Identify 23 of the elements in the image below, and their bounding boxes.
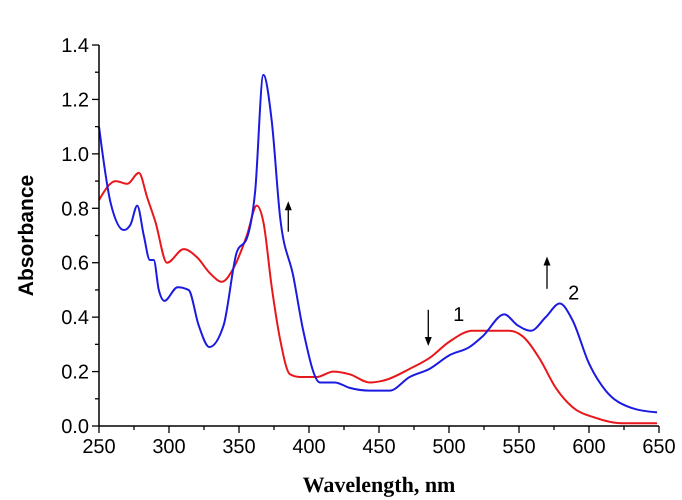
y-tick-label: 0.0	[61, 416, 89, 438]
y-tick-label: 1.0	[61, 144, 89, 166]
x-tick-label: 250	[82, 436, 116, 458]
x-tick-label: 650	[642, 436, 676, 458]
y-tick-label: 0.2	[61, 362, 89, 384]
y-tick-label: 0.6	[61, 252, 89, 275]
y-tick-label: 1.4	[61, 35, 89, 57]
x-tick-label: 550	[502, 436, 536, 458]
x-tick-label: 300	[152, 436, 186, 458]
x-tick-label: 450	[362, 436, 396, 458]
x-axis-title: Wavelength, nm	[302, 472, 456, 497]
line-series	[98, 74, 658, 414]
y-tick-label: 0.8	[61, 198, 89, 220]
x-tick-label: 350	[222, 436, 256, 458]
y-tick-label: 1.2	[61, 89, 89, 112]
series-label: 2	[568, 282, 580, 305]
line-series	[98, 172, 658, 424]
y-axis-title: Absorbance	[15, 174, 38, 296]
x-tick-label: 400	[292, 436, 326, 458]
x-tick-label: 500	[432, 436, 466, 458]
x-tick-label: 600	[572, 436, 606, 458]
y-tick-label: 0.4	[61, 307, 89, 330]
series-label: 1	[453, 304, 464, 326]
